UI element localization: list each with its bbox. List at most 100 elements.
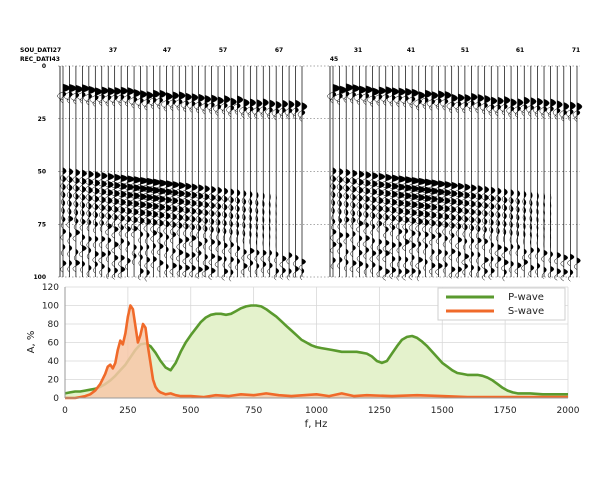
x-tick-label: 2000 bbox=[557, 406, 580, 416]
seismic-header-tick: 71 bbox=[572, 47, 580, 54]
seismic-trace bbox=[419, 66, 434, 277]
seismic-trace bbox=[360, 66, 373, 277]
seismic-trace bbox=[167, 66, 180, 277]
seismic-trace bbox=[380, 66, 393, 281]
y-tick-label: 80 bbox=[48, 320, 60, 330]
area-s-wave bbox=[65, 305, 568, 398]
seismic-trace bbox=[291, 66, 301, 279]
x-tick-label: 250 bbox=[119, 406, 136, 416]
seismic-trace bbox=[109, 66, 122, 280]
seismic-header-tick: 51 bbox=[461, 47, 469, 54]
seismic-trace bbox=[559, 66, 570, 282]
seismic-trace bbox=[340, 66, 354, 277]
seismic-trace bbox=[70, 66, 84, 277]
seismic-trace bbox=[200, 66, 212, 278]
seismic-trace bbox=[134, 66, 149, 281]
seismic-trace bbox=[333, 66, 347, 277]
y-axis-label: A, % bbox=[26, 331, 37, 354]
seismic-trace bbox=[519, 66, 530, 277]
y-tick-label: 100 bbox=[42, 302, 59, 312]
seismic-y-tick: 75 bbox=[38, 221, 46, 228]
seismic-y-ticks: 0 25 50 75 100 bbox=[33, 63, 46, 281]
seismic-trace bbox=[265, 66, 276, 277]
seismic-trace bbox=[258, 66, 269, 277]
seismic-trace bbox=[76, 66, 90, 277]
chart-legend: P-wave S-wave bbox=[437, 287, 566, 321]
seismic-trace bbox=[453, 66, 465, 279]
seismic-trace bbox=[187, 66, 199, 278]
chart-series bbox=[64, 304, 568, 400]
seismic-trace bbox=[83, 66, 96, 278]
y-tick-label: 0 bbox=[53, 394, 59, 404]
seismic-trace bbox=[459, 66, 472, 277]
seismic-trace bbox=[284, 66, 295, 281]
seismic-trace bbox=[479, 66, 491, 281]
seismic-trace bbox=[297, 66, 308, 281]
seismic-y-tick: 100 bbox=[33, 274, 46, 281]
x-tick-label: 750 bbox=[245, 406, 262, 416]
seismic-trace bbox=[232, 66, 244, 277]
seismic-trace bbox=[513, 66, 524, 277]
seismic-trace bbox=[526, 66, 537, 278]
legend-label-s-wave: S-wave bbox=[508, 306, 544, 317]
seismic-trace bbox=[57, 66, 71, 277]
seismic-y-tick: 25 bbox=[38, 116, 46, 123]
seismic-trace bbox=[213, 66, 224, 277]
seismic-trace bbox=[271, 66, 282, 281]
seismic-y-tick: 0 bbox=[42, 63, 46, 70]
seismic-header-tick: 61 bbox=[516, 47, 524, 54]
seismic-trace bbox=[506, 66, 517, 277]
seismic-header-tick: 41 bbox=[407, 47, 415, 54]
chart-axes bbox=[64, 287, 568, 399]
seismic-trace bbox=[399, 66, 414, 281]
seismic-trace bbox=[327, 66, 341, 277]
y-tick-label: 120 bbox=[42, 283, 59, 293]
line-s-wave bbox=[65, 304, 568, 400]
seismic-header-tick: 67 bbox=[275, 47, 283, 54]
seismic-trace bbox=[572, 66, 583, 277]
seismic-trace bbox=[252, 66, 263, 277]
legend-label-p-wave: P-wave bbox=[508, 292, 544, 303]
seismic-trace bbox=[63, 66, 77, 277]
x-tick-label: 500 bbox=[182, 406, 199, 416]
y-tick-label: 60 bbox=[48, 339, 60, 349]
seismic-trace bbox=[347, 66, 360, 277]
seismic-trace bbox=[102, 66, 116, 280]
seismic-header-ticks: 37 47 57 67 31 41 51 61 71 45 bbox=[109, 47, 580, 63]
seismic-trace bbox=[353, 66, 367, 277]
sou-label: SOU_DATI27 bbox=[20, 47, 61, 54]
x-tick-label: 1750 bbox=[494, 406, 517, 416]
seismic-trace bbox=[89, 66, 103, 277]
seismic-trace bbox=[193, 66, 205, 279]
x-tick-label: 0 bbox=[62, 406, 68, 416]
seismic-trace bbox=[393, 66, 407, 281]
x-tick-label: 1250 bbox=[368, 406, 391, 416]
seismic-trace bbox=[486, 66, 498, 280]
seismic-trace bbox=[115, 66, 128, 279]
seismic-trace bbox=[278, 66, 288, 280]
y-tick-label: 20 bbox=[48, 376, 60, 386]
seismic-header-tick: 37 bbox=[109, 47, 117, 54]
rec-label: REC_DATI43 bbox=[20, 56, 60, 63]
seismic-trace bbox=[532, 66, 543, 277]
x-tick-label: 1000 bbox=[305, 406, 328, 416]
seismic-trace bbox=[499, 66, 511, 282]
seismic-traces bbox=[57, 66, 583, 282]
seismic-trace bbox=[439, 66, 452, 277]
seismic-header-tick: 57 bbox=[219, 47, 227, 54]
x-axis-label: f, Hz bbox=[305, 419, 328, 430]
seismic-trace bbox=[160, 66, 174, 277]
legend-box bbox=[437, 287, 566, 321]
chart-ticks: 0 20 40 60 80 100 120 0 250 500 750 1000 1250 1500 175… bbox=[42, 283, 580, 416]
seismic-trace bbox=[366, 66, 380, 277]
seismic-source-value: 45 bbox=[330, 56, 338, 63]
seismic-trace bbox=[552, 66, 563, 281]
seismic-trace bbox=[219, 66, 231, 281]
seismic-trace bbox=[226, 66, 237, 282]
seismic-trace bbox=[466, 66, 478, 277]
seismic-trace bbox=[174, 66, 186, 277]
seismic-header-tick: 47 bbox=[163, 47, 171, 54]
seismic-trace bbox=[245, 66, 256, 277]
seismic-header-tick: 31 bbox=[354, 47, 362, 54]
